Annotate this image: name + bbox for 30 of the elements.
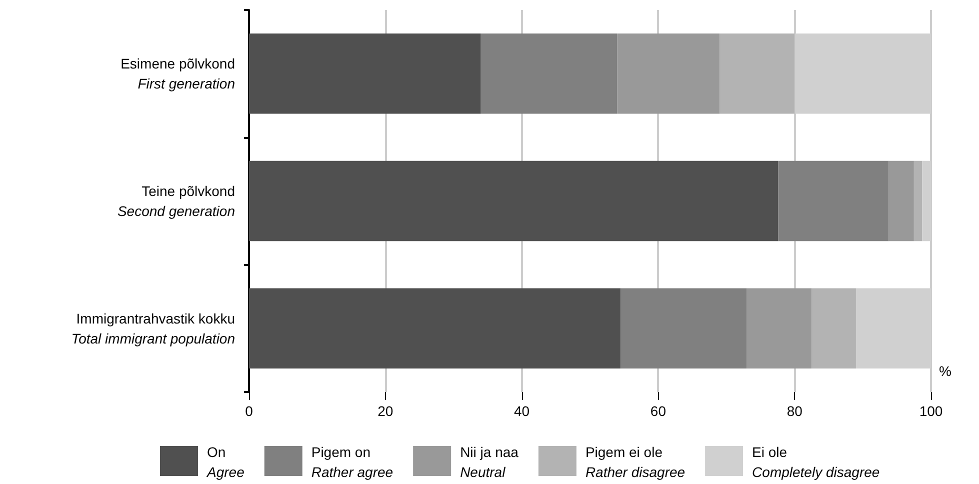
- x-tick-label: 80: [786, 403, 803, 419]
- bar: [914, 160, 922, 242]
- legend-label: Pigem ei ole Rather disagree: [585, 444, 686, 480]
- bar: [746, 288, 812, 368]
- bar: [720, 34, 795, 114]
- y-tick-label: Immigrantrahvastik kokku Total immigrant population: [71, 310, 236, 346]
- bar: [812, 288, 856, 368]
- bar: [778, 160, 889, 242]
- bar: [249, 160, 778, 242]
- x-axis-title: %: [939, 363, 952, 379]
- x-tick-label: 20: [378, 403, 394, 419]
- bar: [922, 160, 931, 242]
- bar: [856, 288, 931, 368]
- x-tick-label: 60: [650, 403, 666, 419]
- bar: [794, 34, 931, 114]
- legend-label: Pigem on Rather agree: [311, 444, 394, 480]
- x-tick-label: 0: [245, 403, 254, 419]
- x-tick-label: 100: [919, 403, 943, 419]
- legend-label: Nii ja naa Neutral: [460, 444, 519, 480]
- x-tick-label: 40: [514, 403, 530, 419]
- bar: [617, 34, 720, 114]
- legend-label: Ei ole Completely disagree: [752, 444, 880, 480]
- bar: [620, 288, 747, 368]
- bar: [249, 34, 481, 114]
- bar: [480, 34, 618, 114]
- bar: [249, 288, 621, 368]
- legend-label: On Agree: [206, 444, 245, 480]
- y-tick-label: Teine põlvkond Second generation: [117, 183, 236, 219]
- y-tick-label: Esimene põlvkond First generation: [120, 56, 236, 92]
- bar: [888, 160, 914, 242]
